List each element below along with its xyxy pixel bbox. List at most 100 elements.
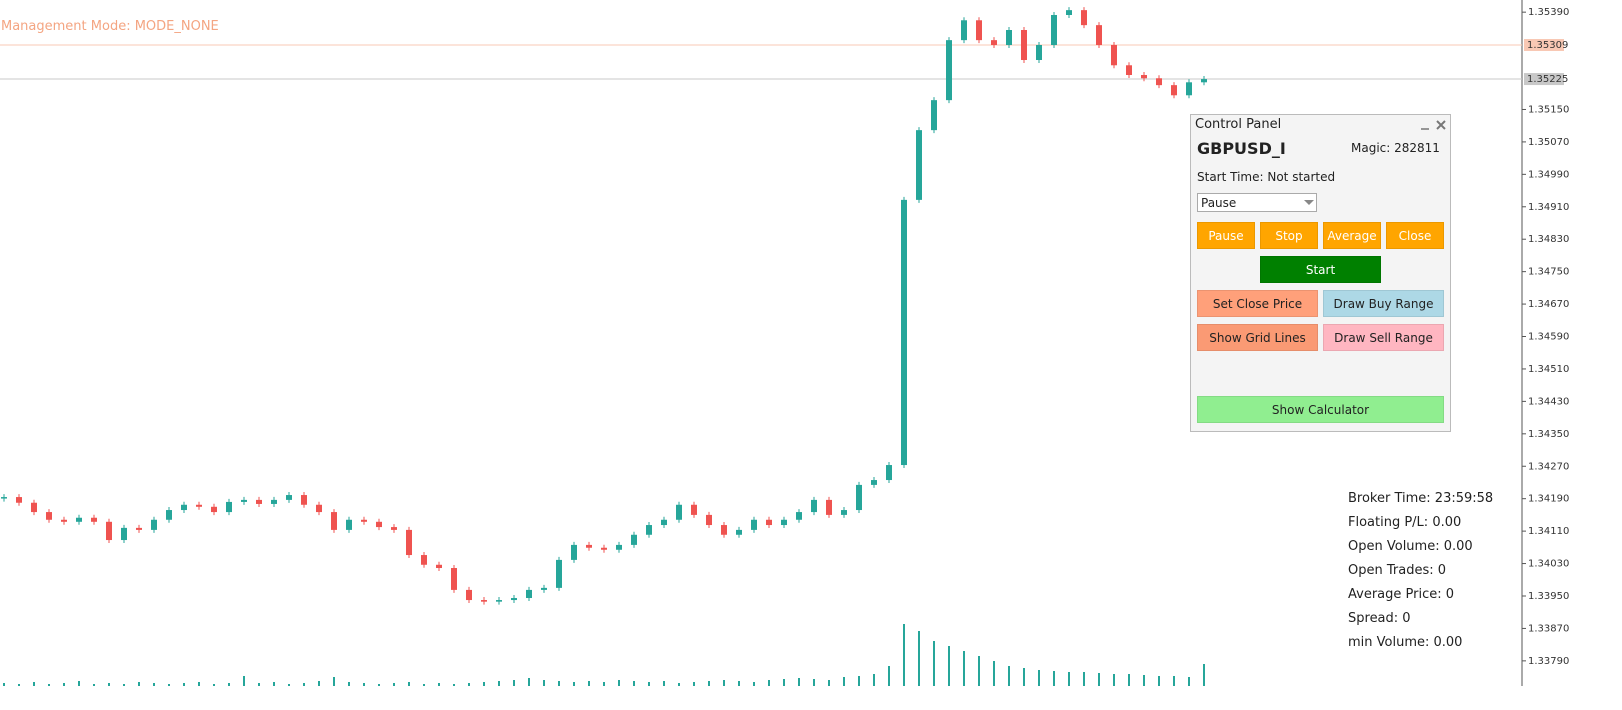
candle [121,527,127,541]
dropdown-value: Pause [1201,196,1237,210]
volume-bar [723,680,725,686]
volume-bar [843,677,845,686]
candle [1081,10,1087,26]
magic: Magic: 282811 [1351,141,1440,155]
candle [31,502,37,513]
dropdown[interactable]: Pause [1197,193,1317,212]
volume-bar [1158,676,1160,686]
volume-bar [858,676,860,686]
candle [361,519,367,522]
candle [1186,82,1192,96]
button[interactable]: Draw Sell Range [1323,324,1444,351]
button[interactable]: Close [1386,222,1444,249]
volume-bar [273,682,275,686]
button[interactable]: Show Calculator [1197,396,1444,423]
y-tick-label: 1.34670 [1528,299,1569,310]
candle [271,499,277,504]
volume-bar [828,680,830,686]
candle [586,544,592,548]
button[interactable]: Start [1260,256,1381,283]
button[interactable]: Average [1323,222,1381,249]
volume-bar [108,683,110,686]
volume-bar [978,656,980,686]
volume-bar [753,682,755,686]
level-label: 1.35225 [1527,74,1568,85]
candle [706,514,712,526]
candle [856,484,862,511]
volume-bar [1068,672,1070,686]
volume-bar [1023,668,1025,686]
candle [646,525,652,535]
candle [931,100,937,131]
level-tag [1524,39,1564,52]
candle [1171,85,1177,96]
button[interactable]: Pause [1197,222,1255,249]
mode-label: Management Mode: MODE_NONE [1,19,219,34]
volume-bar [558,681,560,686]
y-tick-label: 1.34430 [1528,396,1569,407]
panel-title: Control Panel [1195,117,1282,132]
y-tick-label: 1.34750 [1528,267,1569,278]
volume-bar [918,631,920,686]
candle [616,544,622,550]
candle [16,497,22,503]
symbol: GBPUSD_I [1197,139,1286,158]
volume-bar [543,680,545,686]
candle [466,589,472,601]
candle [151,519,157,530]
volume-bar [93,684,95,686]
candle [1126,65,1132,76]
candle [736,529,742,535]
candle [136,527,142,530]
candle [406,529,412,556]
button[interactable]: Show Grid Lines [1197,324,1318,351]
y-tick-label: 1.35390 [1528,7,1569,18]
candle [106,521,112,541]
candle [301,495,307,505]
candle [1006,30,1012,46]
volume-bar [963,651,965,686]
volume-bar [603,682,605,686]
volume-bar [228,683,230,686]
volume-bar [258,683,260,686]
volume-bar [168,684,170,686]
candle [961,20,967,41]
volume-bar [738,681,740,686]
volume-bar [1173,676,1175,686]
candle [226,501,232,513]
volume-bar [813,679,815,686]
button[interactable]: Draw Buy Range [1323,290,1444,317]
info-line: Open Volume: 0.00 [1348,539,1473,554]
y-tick-label: 1.33870 [1528,623,1569,634]
y-tick-label: 1.34590 [1528,332,1569,343]
volume-bar [1188,677,1190,686]
candle [166,510,172,520]
volume-bar [78,681,80,686]
volume-bar [873,674,875,686]
candle [796,512,802,520]
volume-bar [888,666,890,686]
volume-bar [63,683,65,686]
volume-bar [588,681,590,686]
button[interactable]: Stop [1260,222,1318,249]
candle [541,587,547,590]
info-line: Broker Time: 23:59:58 [1348,491,1494,506]
candle [1051,15,1057,46]
volume-bar [693,682,695,686]
candle [1156,78,1162,86]
window-controls[interactable] [1419,119,1449,133]
volume-bar [618,680,620,686]
volume-bar [423,684,425,686]
button[interactable]: Set Close Price [1197,290,1318,317]
y-tick-label: 1.34350 [1528,429,1569,440]
volume-bar [948,646,950,686]
volume-bar [333,677,335,686]
candle [256,499,262,504]
start-time: Start Time: Not started [1197,170,1336,184]
candle [991,40,997,46]
candle [316,504,322,513]
candle [241,499,247,502]
y-tick-label: 1.33790 [1528,656,1569,667]
candle [691,504,697,515]
candle [871,480,877,485]
